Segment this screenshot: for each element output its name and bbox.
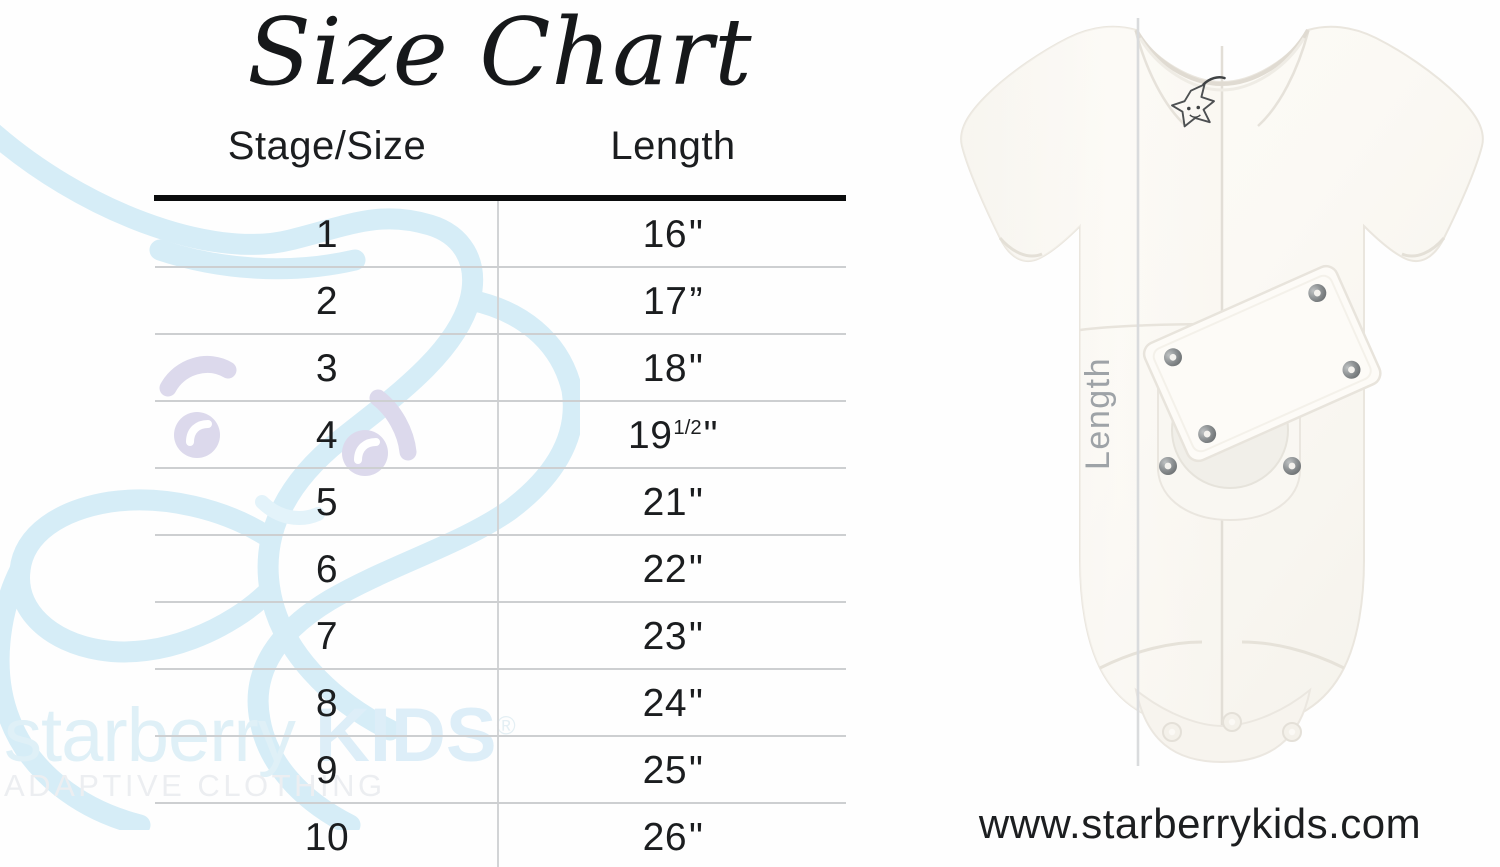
table-row: 9 25" bbox=[154, 737, 846, 804]
row-divider-rule bbox=[155, 333, 846, 335]
cell-length: 26" bbox=[500, 818, 846, 857]
row-divider-rule bbox=[155, 400, 846, 402]
website-url: www.starberrykids.com bbox=[978, 800, 1422, 847]
cell-length: 24" bbox=[500, 684, 846, 723]
row-divider-rule bbox=[155, 668, 846, 670]
header-divider-rule bbox=[154, 195, 846, 201]
cell-stage: 10 bbox=[304, 816, 350, 859]
length-whole: 17 bbox=[643, 280, 688, 323]
inch-mark: " bbox=[689, 615, 704, 658]
snap-icon bbox=[1308, 284, 1327, 303]
cell-length: 191/2" bbox=[500, 416, 846, 455]
cell-length: 25" bbox=[500, 751, 846, 790]
cell-length: 21" bbox=[500, 483, 846, 522]
inch-mark: ” bbox=[689, 280, 703, 323]
page-title: Size Chart bbox=[247, 0, 753, 106]
snap-icon bbox=[1159, 457, 1177, 475]
cell-stage: 1 bbox=[315, 213, 339, 256]
cell-stage: 5 bbox=[315, 481, 339, 524]
inch-mark: " bbox=[689, 682, 704, 725]
cell-stage: 8 bbox=[315, 682, 339, 725]
snap-icon bbox=[1162, 722, 1182, 742]
table-row: 1 16" bbox=[154, 201, 846, 268]
size-chart-table: Stage/Size Length 1 16" 2 17” 3 18" bbox=[154, 126, 846, 867]
cell-stage: 6 bbox=[315, 548, 339, 591]
inch-mark: " bbox=[689, 347, 704, 390]
table-row: 10 26" bbox=[154, 804, 846, 867]
table-row: 5 21" bbox=[154, 469, 846, 536]
neck-logo-icon bbox=[1171, 76, 1226, 128]
cell-length: 23" bbox=[500, 617, 846, 656]
product-photo-onesie bbox=[960, 18, 1484, 766]
snap-icon bbox=[1163, 348, 1182, 367]
cell-length: 18" bbox=[500, 349, 846, 388]
inch-mark: " bbox=[689, 481, 704, 524]
cell-stage: 4 bbox=[315, 414, 339, 457]
length-whole: 19 bbox=[628, 414, 673, 457]
table-row: 8 24" bbox=[154, 670, 846, 737]
column-header-length: Length bbox=[610, 124, 736, 168]
inch-mark: " bbox=[703, 414, 718, 457]
row-divider-rule bbox=[155, 601, 846, 603]
length-whole: 26 bbox=[642, 816, 688, 859]
snap-icon bbox=[1282, 722, 1302, 742]
table-row: 3 18" bbox=[154, 335, 846, 402]
length-fraction: 1/2 bbox=[673, 417, 702, 439]
cell-stage: 7 bbox=[315, 615, 339, 658]
length-measurement-label: Length bbox=[1079, 357, 1117, 470]
row-divider-rule bbox=[155, 534, 846, 536]
snap-icon bbox=[1342, 360, 1361, 379]
length-whole: 22 bbox=[642, 548, 688, 591]
table-row: 4 191/2" bbox=[154, 402, 846, 469]
snap-icon bbox=[1283, 457, 1301, 475]
table-row: 6 22" bbox=[154, 536, 846, 603]
cell-stage: 3 bbox=[315, 347, 339, 390]
inch-mark: " bbox=[689, 548, 704, 591]
length-whole: 21 bbox=[642, 481, 688, 524]
snap-icon bbox=[1198, 425, 1217, 444]
table-body: 1 16" 2 17” 3 18" 4 191/2" bbox=[154, 201, 846, 867]
cell-stage: 9 bbox=[315, 749, 339, 792]
cell-length: 22" bbox=[500, 550, 846, 589]
table-row: 7 23" bbox=[154, 603, 846, 670]
length-whole: 16 bbox=[642, 213, 688, 256]
table-header-row: Stage/Size Length bbox=[154, 126, 846, 195]
length-whole: 25 bbox=[642, 749, 688, 792]
inch-mark: " bbox=[689, 213, 704, 256]
length-whole: 24 bbox=[642, 682, 688, 725]
column-header-stage-size: Stage/Size bbox=[227, 124, 427, 168]
inch-mark: " bbox=[689, 816, 704, 859]
table-row: 2 17” bbox=[154, 268, 846, 335]
row-divider-rule bbox=[155, 735, 846, 737]
row-divider-rule bbox=[155, 266, 846, 268]
row-divider-rule bbox=[155, 467, 846, 469]
cell-length: 17” bbox=[500, 282, 846, 321]
length-whole: 23 bbox=[642, 615, 688, 658]
length-whole: 18 bbox=[642, 347, 688, 390]
cell-stage: 2 bbox=[315, 280, 339, 323]
snap-icon bbox=[1222, 712, 1242, 732]
row-divider-rule bbox=[155, 802, 846, 804]
adaptive-snap-flap bbox=[1142, 264, 1382, 463]
inch-mark: " bbox=[689, 749, 704, 792]
cell-length: 16" bbox=[500, 215, 846, 254]
